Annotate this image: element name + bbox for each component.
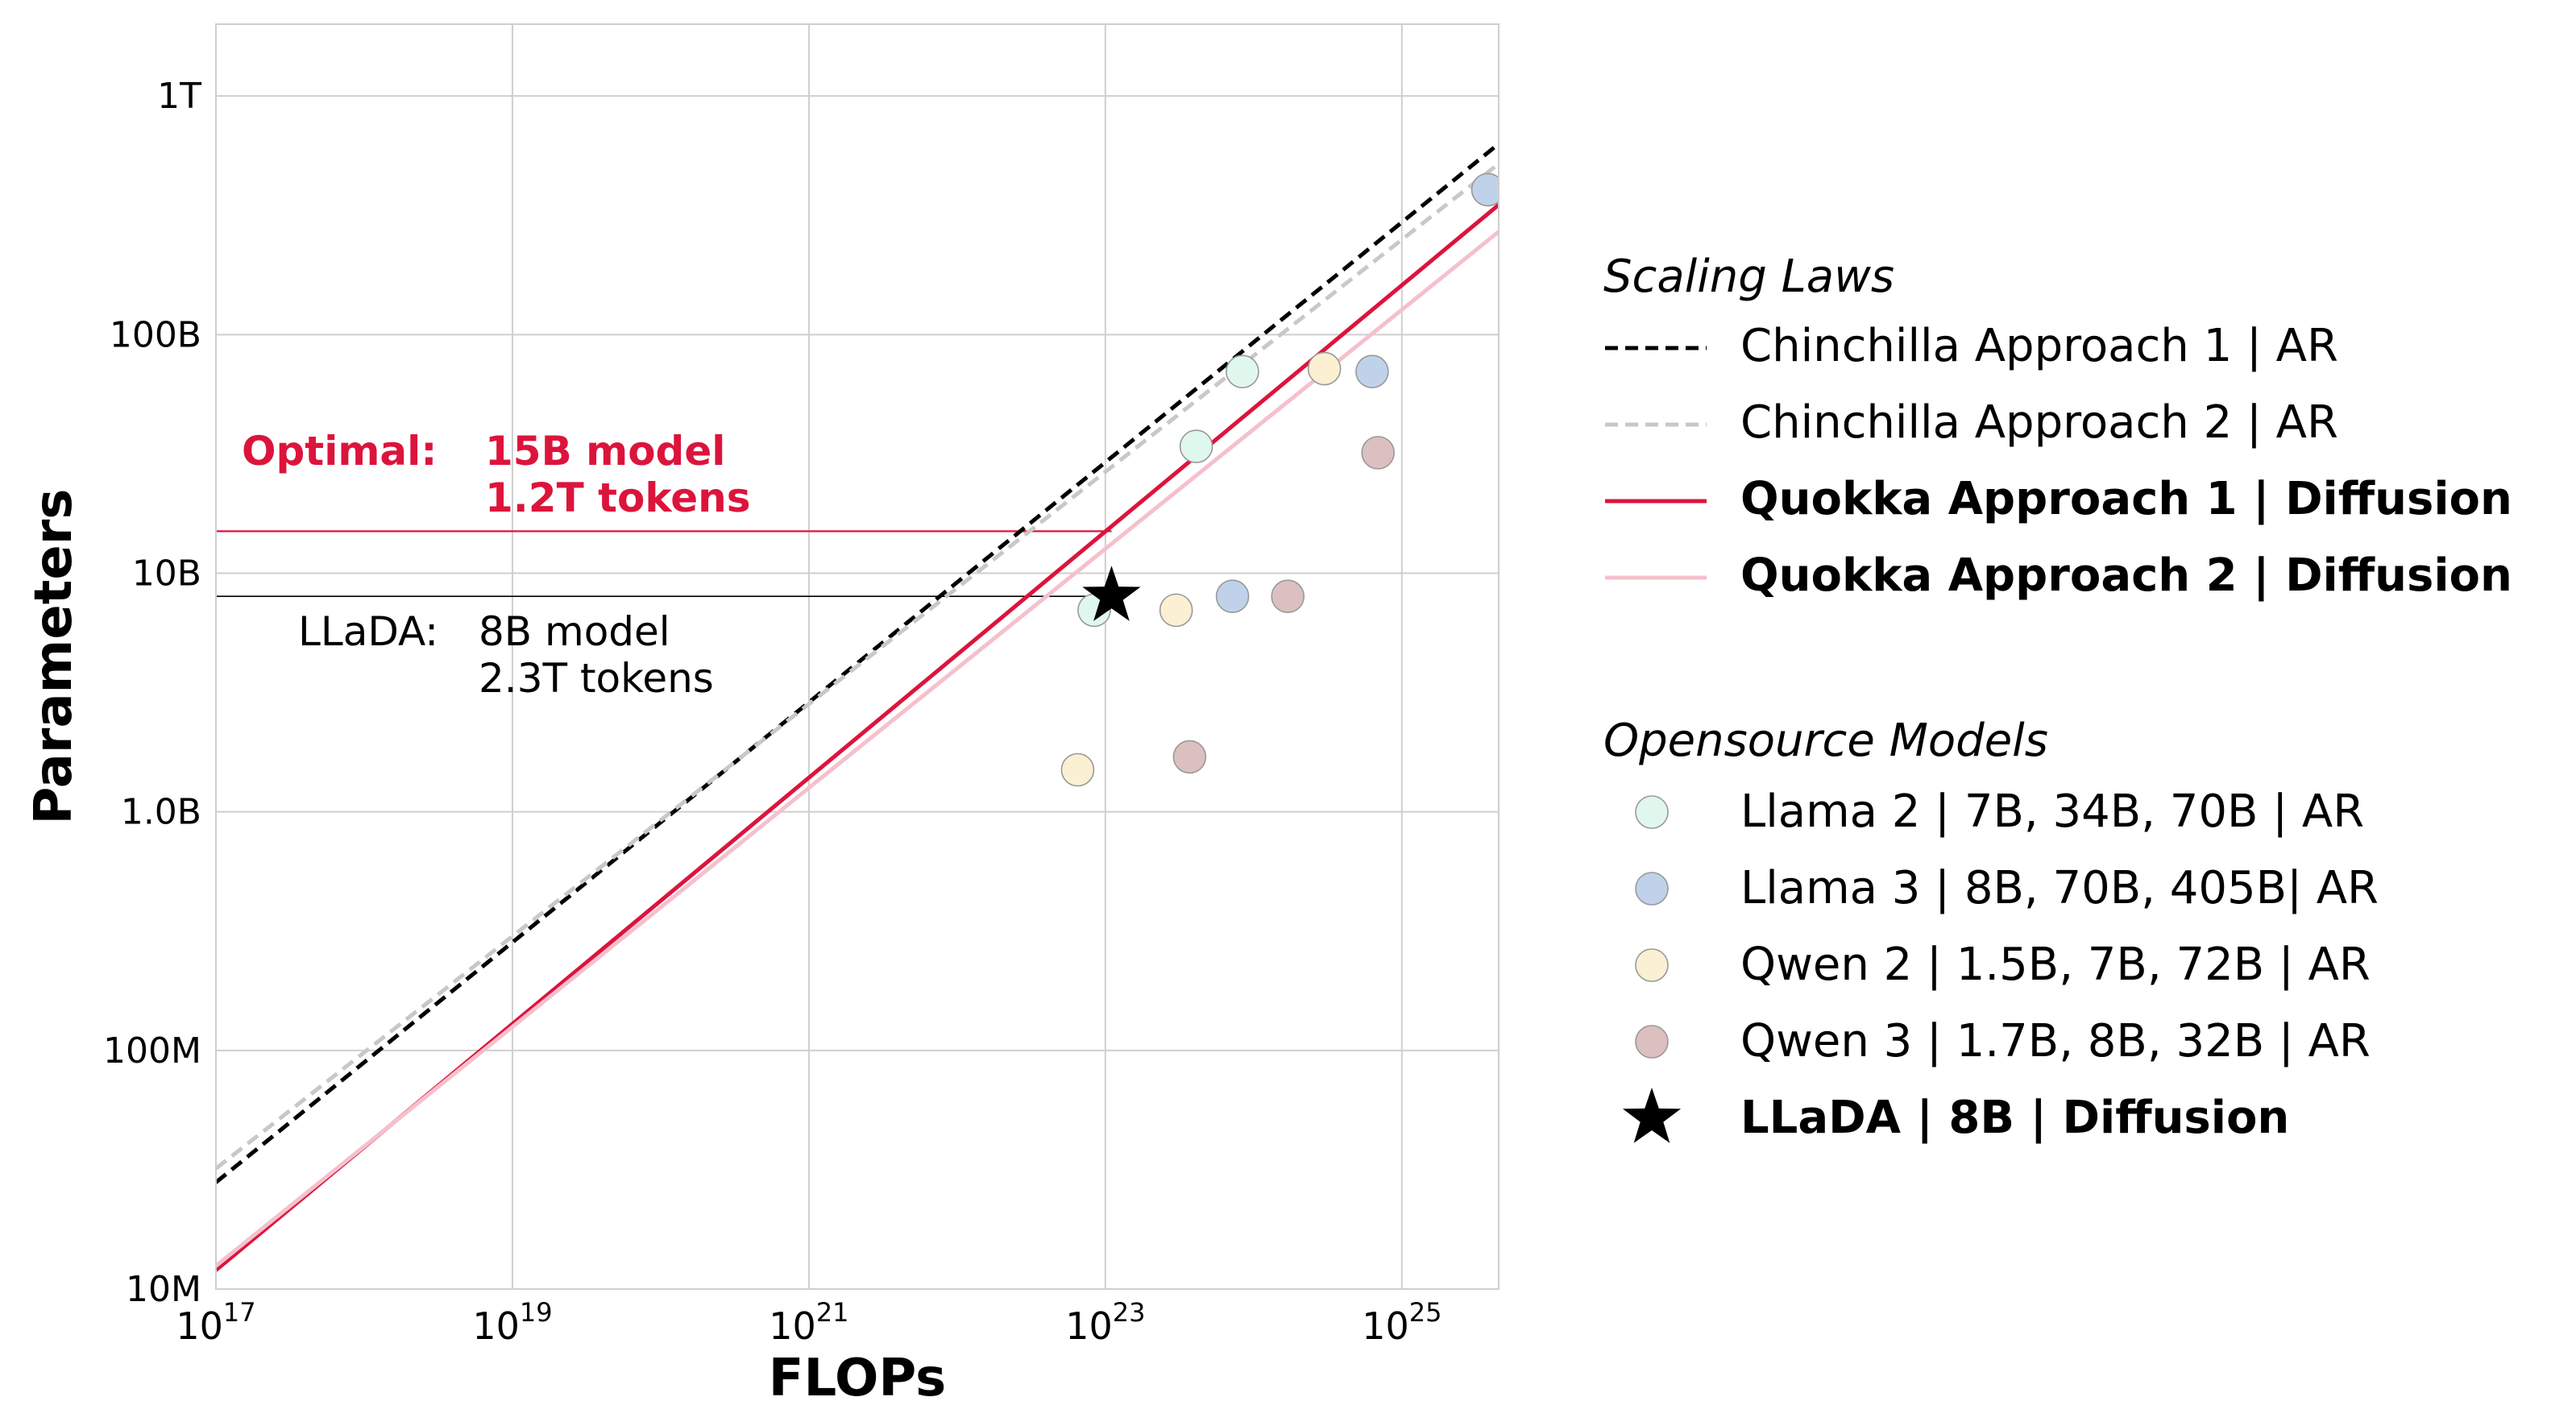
qwen-2-point bbox=[1159, 593, 1193, 628]
optimal-model-size: 15B model bbox=[485, 428, 725, 475]
y-tick-label: 100M bbox=[103, 1030, 201, 1072]
llada-label: LLaDA: bbox=[298, 608, 438, 655]
legend-marker bbox=[1635, 948, 1669, 982]
x-tick-label: 1021 bbox=[769, 1297, 848, 1348]
y-axis-label: Parameters bbox=[24, 489, 84, 825]
legend-label: Chinchilla Approach 2 | AR bbox=[1740, 396, 2338, 449]
x-tick-label: 1025 bbox=[1362, 1297, 1441, 1348]
optimal-token-count: 1.2T tokens bbox=[485, 475, 751, 521]
llama-2-point bbox=[1179, 429, 1213, 463]
legend-star-marker bbox=[1622, 1088, 1682, 1143]
qwen-2-point bbox=[1307, 351, 1342, 386]
legend-label: Qwen 2 | 1.5B, 7B, 72B | AR bbox=[1740, 939, 2371, 991]
y-tick-label: 1.0B bbox=[121, 792, 201, 833]
qwen-3-point bbox=[1172, 740, 1207, 774]
llada-token-count: 2.3T tokens bbox=[479, 655, 714, 702]
y-tick-label: 1T bbox=[157, 76, 201, 117]
llada-annotation: LLaDA: 8B model 2.3T tokens bbox=[298, 608, 714, 702]
y-tick-label: 10M bbox=[126, 1269, 201, 1310]
qwen-3-point bbox=[1271, 579, 1305, 613]
legend-title-opensource-models: Opensource Models bbox=[1603, 715, 2048, 767]
scaling-law-lines bbox=[216, 142, 1499, 1272]
llama-3-point bbox=[1471, 172, 1499, 207]
chinchilla-approach-2-ar-line bbox=[216, 162, 1499, 1171]
llama-3-point bbox=[1215, 579, 1250, 613]
guide-lines bbox=[216, 530, 1112, 597]
y-tick-labels: 10M 100M 1.0B 10B 100B 1T bbox=[103, 76, 201, 1310]
legend-label: Qwen 3 | 1.7B, 8B, 32B | AR bbox=[1740, 1015, 2371, 1067]
legend-label: Chinchilla Approach 1 | AR bbox=[1740, 320, 2338, 372]
optimal-annotation: Optimal: 15B model 1.2T tokens bbox=[242, 428, 751, 521]
llama-3-point bbox=[1355, 354, 1389, 389]
y-tick-label: 10B bbox=[132, 553, 201, 594]
chinchilla-approach-1-ar-line bbox=[216, 142, 1499, 1184]
plot-frame bbox=[215, 23, 1500, 1290]
qwen-2-point bbox=[1060, 752, 1095, 787]
optimal-label: Optimal: bbox=[242, 428, 437, 475]
model-points bbox=[1060, 172, 1499, 787]
legend-scaling-entries: Chinchilla Approach 1 | AR Chinchilla App… bbox=[1605, 320, 2512, 602]
x-axis-label: FLOPs bbox=[769, 1349, 947, 1408]
llada-star-marker bbox=[1082, 566, 1141, 621]
legend-label: LLaDA | 8B | Diffusion bbox=[1740, 1092, 2289, 1144]
x-tick-label: 1023 bbox=[1065, 1297, 1145, 1348]
qwen-3-point bbox=[1361, 436, 1395, 470]
x-tick-label: 1017 bbox=[176, 1297, 255, 1348]
legend-label: Quokka Approach 1 | Diffusion bbox=[1740, 473, 2512, 525]
grid-lines bbox=[215, 24, 1499, 1290]
legend-label: Llama 2 | 7B, 34B, 70B | AR bbox=[1740, 786, 2364, 838]
legend-marker bbox=[1635, 795, 1669, 829]
x-tick-labels: 1017 1019 1021 1023 1025 bbox=[176, 1297, 1441, 1348]
y-tick-label: 100B bbox=[110, 314, 201, 355]
legend-label: Quokka Approach 2 | Diffusion bbox=[1740, 549, 2512, 602]
legend-label: Llama 3 | 8B, 70B, 405B| AR bbox=[1740, 862, 2379, 914]
legend-model-entries: Llama 2 | 7B, 34B, 70B | AR Llama 3 | 8B,… bbox=[1622, 786, 2379, 1144]
llama-2-point bbox=[1226, 354, 1259, 389]
legend-marker bbox=[1635, 872, 1669, 906]
x-tick-label: 1019 bbox=[472, 1297, 552, 1348]
llada-model-size: 8B model bbox=[479, 608, 670, 655]
legend: Scaling Laws Chinchilla Approach 1 | ARC… bbox=[1603, 251, 2512, 1144]
legend-title-scaling-laws: Scaling Laws bbox=[1603, 251, 1894, 303]
quokka-approach-2-diffusion-line bbox=[216, 230, 1499, 1268]
legend-marker bbox=[1635, 1025, 1669, 1059]
